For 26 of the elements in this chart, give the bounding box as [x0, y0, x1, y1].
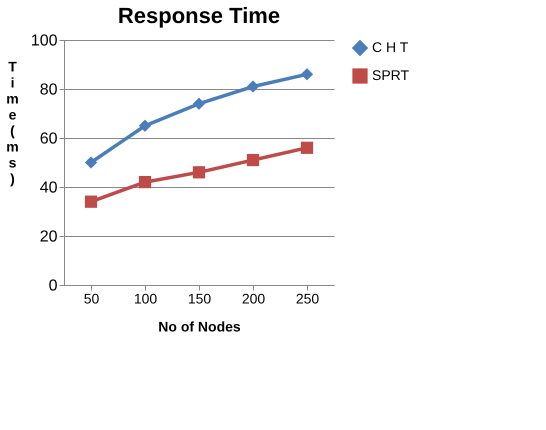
point [192, 98, 206, 110]
point [84, 196, 98, 208]
chart-title: Response Time [118, 3, 280, 28]
y-tick-label: 20 [40, 228, 58, 246]
y-tick-label: 100 [30, 32, 58, 50]
y-axis-title: Time (ms) [6, 58, 19, 186]
point [300, 68, 314, 80]
x-tick-label: 150 [188, 290, 212, 306]
point [246, 80, 260, 93]
point [84, 156, 98, 169]
y-tick-label: 0 [48, 278, 58, 294]
y-tick-label: 60 [40, 130, 58, 148]
point [138, 120, 152, 132]
x-axis-title: No of Nodes [158, 318, 241, 334]
point [246, 154, 260, 166]
point [300, 142, 314, 154]
y-tick-label: 40 [40, 180, 58, 196]
legend-label: SPRT [372, 67, 410, 83]
x-tick-label: 200 [242, 290, 266, 306]
point [192, 166, 206, 178]
point [138, 176, 152, 188]
x-tick-label: 50 [84, 290, 100, 306]
x-tick-label: 100 [134, 290, 158, 306]
x-tick-label: 250 [296, 290, 320, 306]
legend-label: C H T [372, 39, 409, 55]
y-tick-label: 80 [40, 82, 58, 98]
